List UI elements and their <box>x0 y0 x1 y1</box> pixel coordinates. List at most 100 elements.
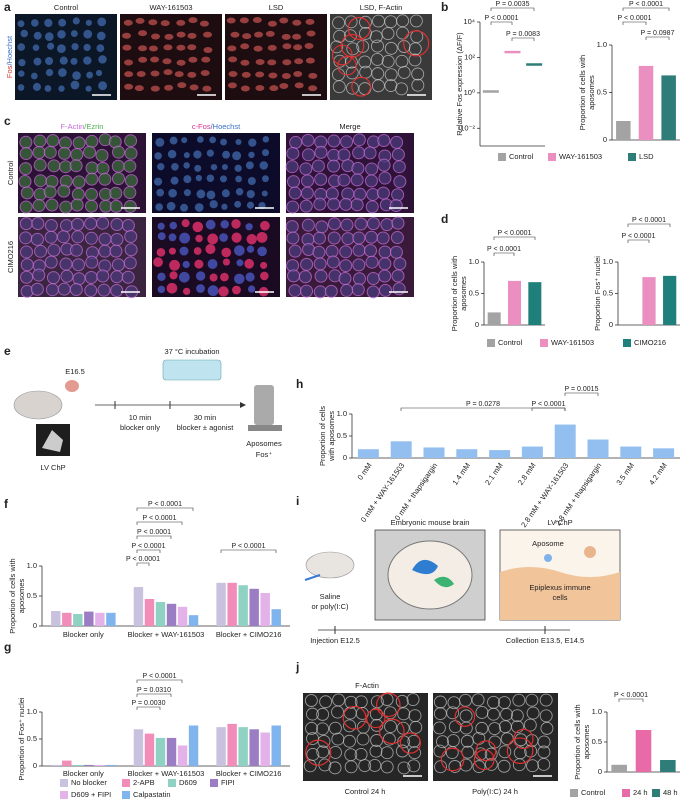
legend-label: LSD <box>639 152 654 161</box>
cell <box>391 216 405 230</box>
cell <box>288 284 302 298</box>
nucleus <box>236 259 244 267</box>
nucleus <box>268 72 278 79</box>
panel-letter: h <box>296 377 303 391</box>
column-title: LSD, F-Actin <box>360 3 403 12</box>
p-value: P = 0.0987 <box>641 30 675 37</box>
aposome-outline <box>473 749 495 771</box>
nucleus <box>176 19 186 26</box>
nucleus <box>122 32 132 39</box>
nucleus <box>235 139 242 146</box>
cell <box>337 148 351 162</box>
cell <box>539 693 553 707</box>
cell <box>409 14 423 28</box>
nucleus <box>234 200 242 208</box>
cell <box>47 159 61 173</box>
legend-label: No blocker <box>71 778 107 787</box>
nucleus <box>257 246 267 257</box>
cell <box>436 735 449 749</box>
bar <box>661 75 676 140</box>
cell <box>331 705 344 719</box>
nucleus <box>179 246 189 256</box>
bar <box>84 611 94 626</box>
cell <box>351 161 365 175</box>
nucleus <box>192 221 204 233</box>
cell <box>389 245 403 259</box>
nucleus <box>241 71 251 78</box>
nucleus <box>240 59 250 66</box>
micrograph <box>285 216 414 299</box>
nucleus <box>138 56 148 63</box>
cell <box>124 229 138 243</box>
nucleus <box>207 233 219 245</box>
cell <box>537 745 551 759</box>
cell <box>83 145 97 159</box>
bar <box>635 730 652 772</box>
cell <box>344 15 358 29</box>
nucleus <box>218 286 229 297</box>
bar <box>554 424 576 458</box>
schematic-label: 10 min <box>129 413 152 422</box>
cell <box>366 285 380 299</box>
cell <box>60 269 74 283</box>
nucleus <box>98 55 107 64</box>
cell <box>512 693 526 707</box>
cell <box>511 720 524 734</box>
nucleus <box>193 247 202 255</box>
nucleus <box>203 31 213 38</box>
nucleus <box>230 31 240 38</box>
y-axis-label: aposomes <box>17 578 26 613</box>
cell <box>363 146 377 160</box>
y-tick-label: 0.5 <box>469 288 479 297</box>
nucleus <box>267 59 277 66</box>
x-tick-label: 2.8 mM <box>516 461 538 487</box>
schematic-label: Epiplexus immune <box>529 583 590 592</box>
bar <box>51 611 61 626</box>
cell <box>300 186 314 200</box>
schematic-label: Saline <box>320 592 341 601</box>
cell <box>72 175 86 189</box>
cell <box>391 269 405 283</box>
cell <box>459 758 473 772</box>
nucleus <box>209 136 217 144</box>
y-axis-label: Proportion Fos⁺ nuclei <box>593 256 602 331</box>
column-title: Merge <box>339 122 360 131</box>
micrograph-bg <box>152 133 280 213</box>
bar <box>249 588 259 626</box>
x-tick-label: Blocker only <box>63 769 104 778</box>
p-value: P < 0.0001 <box>143 673 177 680</box>
arrow-head <box>240 402 246 408</box>
cell <box>370 734 384 747</box>
bar <box>62 760 72 766</box>
cell <box>378 171 392 185</box>
bar <box>144 599 155 626</box>
nucleus <box>157 285 166 294</box>
nucleus <box>308 72 318 79</box>
nucleus <box>168 247 176 255</box>
cell <box>342 734 356 748</box>
cell <box>111 258 125 272</box>
legend-label: WAY-161503 <box>551 338 594 347</box>
p-value: P = 0.0030 <box>132 700 166 707</box>
bar <box>642 277 656 325</box>
nucleus <box>203 46 213 53</box>
bar <box>271 609 281 626</box>
cell <box>30 232 44 246</box>
nucleus <box>164 84 174 91</box>
y-axis-label: Proportion of cells <box>318 406 327 466</box>
cell <box>407 759 421 773</box>
nucleus <box>279 82 289 89</box>
cell <box>510 709 524 723</box>
cell <box>366 217 380 231</box>
cell <box>497 759 511 773</box>
legend-label: 24 h <box>633 788 648 797</box>
nucleus <box>138 45 148 52</box>
significance-bracket <box>136 679 183 683</box>
panel-letter: b <box>441 0 448 14</box>
cell <box>344 695 358 709</box>
column-title: LSD <box>269 3 284 12</box>
nucleus <box>195 234 203 243</box>
nucleus <box>45 68 54 77</box>
schematic-i <box>304 529 621 634</box>
cell <box>315 220 329 234</box>
